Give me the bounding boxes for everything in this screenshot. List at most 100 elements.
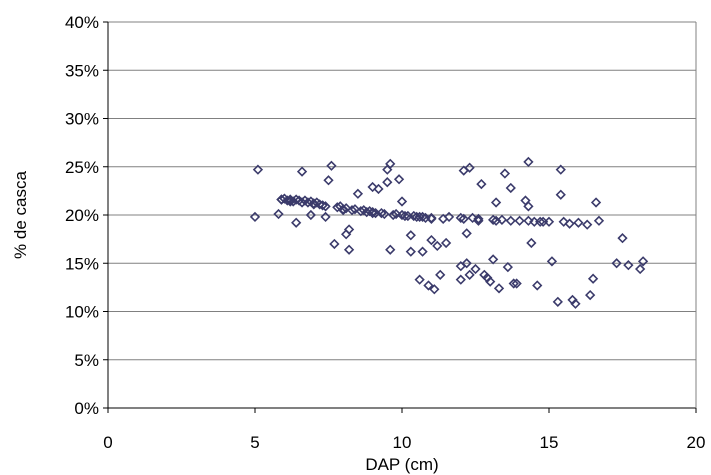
data-point: [399, 210, 411, 222]
data-point: [590, 197, 602, 208]
data-points: [249, 156, 649, 309]
data-point: [505, 215, 516, 226]
data-point: [388, 209, 399, 221]
data-point: [423, 280, 434, 291]
data-point: [417, 211, 428, 223]
data-point: [523, 201, 534, 212]
data-point: [570, 298, 581, 309]
data-point: [249, 211, 261, 223]
data-point: [461, 258, 472, 269]
x-tick-label: 20: [687, 433, 706, 452]
data-point: [408, 210, 419, 222]
data-point: [390, 208, 402, 220]
data-point: [385, 244, 396, 255]
data-point: [535, 216, 546, 227]
axes: [103, 21, 697, 413]
data-point: [623, 260, 634, 271]
data-point: [470, 263, 481, 275]
data-point: [396, 209, 408, 221]
data-point: [564, 218, 575, 229]
data-point: [338, 205, 349, 216]
x-tick-label: 5: [250, 433, 259, 452]
data-point: [296, 166, 308, 177]
data-point: [443, 211, 455, 223]
x-tick-label: 0: [103, 433, 112, 452]
data-point: [426, 234, 437, 246]
data-point: [635, 263, 646, 275]
data-point: [552, 296, 563, 307]
data-point: [585, 289, 596, 301]
data-point: [346, 205, 358, 216]
y-tick-label: 10%: [65, 303, 99, 322]
y-tick-label: 0%: [74, 399, 99, 418]
data-point: [291, 194, 302, 205]
data-point: [458, 213, 469, 224]
data-point: [343, 224, 355, 235]
data-point: [488, 254, 499, 265]
data-point: [485, 276, 496, 287]
data-point: [367, 207, 378, 219]
x-tick-label: 10: [393, 433, 412, 452]
data-point: [473, 215, 484, 226]
data-point: [382, 177, 393, 188]
data-point: [343, 244, 355, 255]
data-point: [455, 274, 466, 285]
data-point: [555, 164, 566, 175]
data-point: [405, 246, 416, 257]
data-point: [532, 280, 543, 291]
data-point: [429, 284, 440, 295]
data-point: [464, 162, 475, 173]
y-tick-labels: 0% 5% 10% 15% 20% 25% 30% 35% 40%: [65, 13, 99, 418]
data-point: [611, 258, 622, 269]
data-point: [464, 269, 475, 280]
data-point: [523, 156, 534, 168]
data-point: [543, 216, 555, 227]
y-tick-label: 25%: [65, 158, 99, 177]
data-point: [493, 283, 505, 294]
data-point: [320, 201, 331, 212]
data-point: [546, 256, 558, 267]
data-point: [332, 202, 343, 213]
data-point: [499, 168, 511, 179]
data-point: [490, 197, 502, 208]
data-point: [461, 228, 472, 239]
data-point: [473, 213, 484, 224]
data-point: [320, 211, 331, 223]
data-point: [367, 181, 378, 193]
data-point: [593, 215, 605, 226]
y-tick-label: 30%: [65, 110, 99, 129]
data-point: [514, 215, 525, 226]
data-point: [405, 230, 416, 241]
data-point: [637, 256, 649, 267]
data-point: [455, 212, 466, 224]
data-point: [587, 273, 599, 284]
data-point: [508, 278, 519, 289]
data-point: [505, 182, 516, 194]
data-point: [349, 204, 361, 215]
data-point: [426, 213, 437, 224]
data-point: [496, 214, 508, 225]
data-point: [352, 188, 364, 199]
data-point: [355, 206, 366, 217]
x-tick-labels: 0 5 10 15 20: [103, 433, 705, 452]
data-point: [555, 189, 566, 200]
data-point: [393, 174, 405, 185]
grid-lines: [108, 21, 696, 361]
y-tick-label: 5%: [74, 351, 99, 370]
data-point: [317, 200, 328, 211]
data-point: [396, 196, 408, 207]
data-point: [379, 208, 390, 220]
data-point: [440, 237, 452, 249]
data-point: [617, 233, 628, 244]
data-point: [326, 160, 337, 171]
data-point: [414, 211, 425, 223]
data-point: [582, 219, 593, 230]
data-point: [291, 217, 302, 228]
y-tick-label: 35%: [65, 61, 99, 80]
data-point: [476, 178, 487, 190]
data-point: [323, 175, 334, 186]
data-point: [523, 215, 534, 226]
x-tick-label: 15: [540, 433, 559, 452]
data-point: [329, 238, 340, 250]
